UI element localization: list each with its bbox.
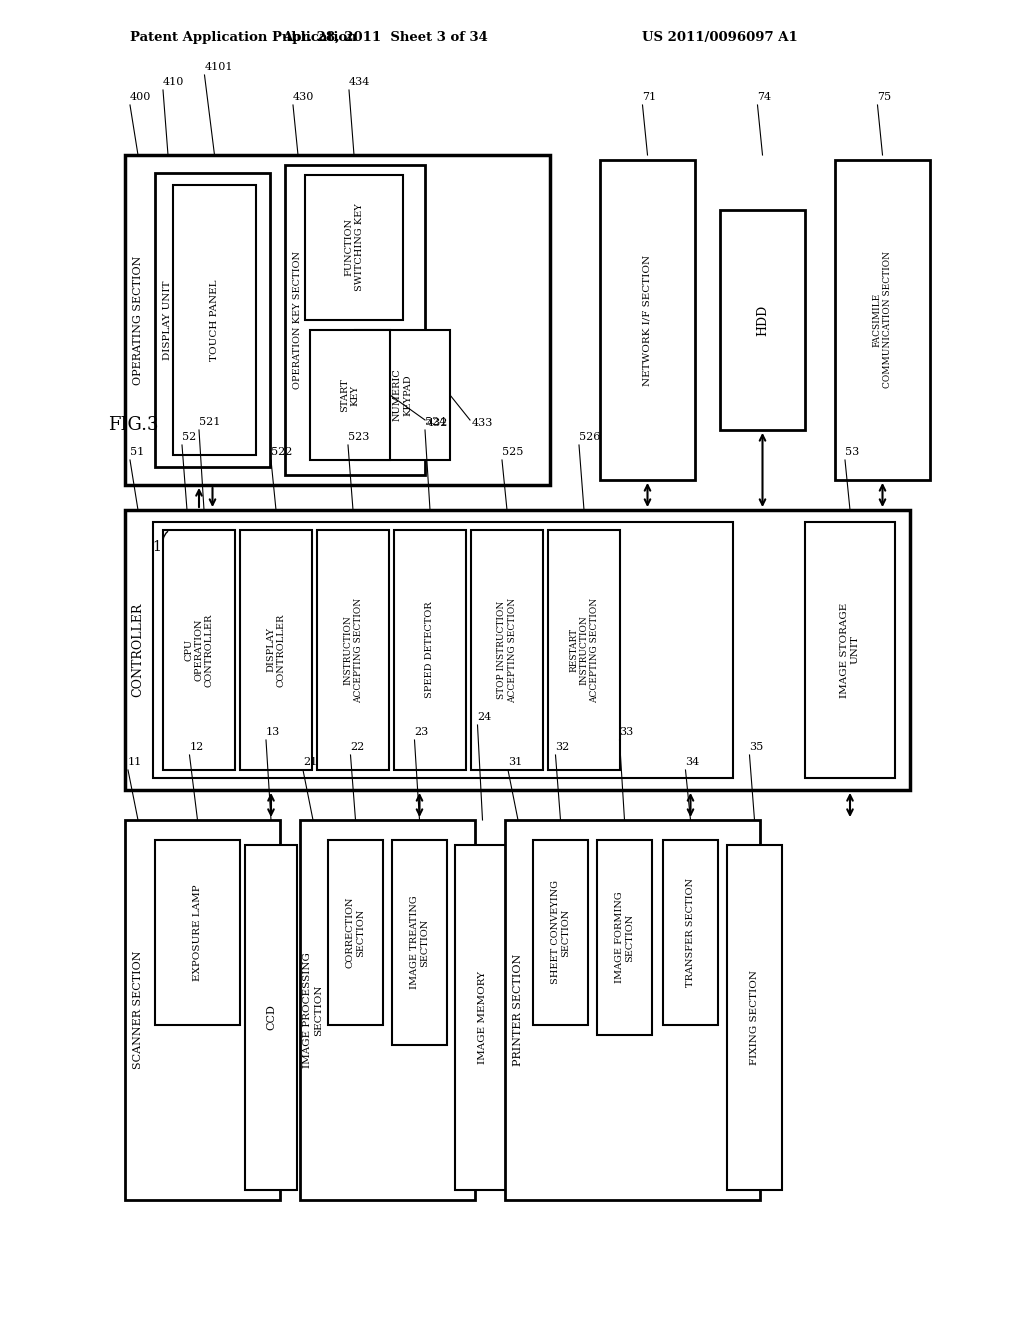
Bar: [305, 176, 403, 319]
Text: 51: 51: [130, 447, 144, 457]
Text: 52: 52: [182, 432, 197, 442]
Text: 75: 75: [878, 92, 892, 102]
Text: Apr. 28, 2011  Sheet 3 of 34: Apr. 28, 2011 Sheet 3 of 34: [282, 30, 488, 44]
Text: IMAGE MEMORY: IMAGE MEMORY: [478, 972, 487, 1064]
Text: 525: 525: [502, 447, 523, 457]
Text: 521: 521: [199, 417, 220, 426]
Text: 433: 433: [472, 418, 494, 428]
Text: 13: 13: [266, 727, 281, 737]
Text: 33: 33: [620, 727, 634, 737]
Bar: [155, 173, 270, 467]
Text: US 2011/0096097 A1: US 2011/0096097 A1: [642, 30, 798, 44]
Bar: [355, 330, 450, 459]
Bar: [285, 165, 425, 475]
Bar: [471, 531, 543, 770]
Text: Patent Application Publication: Patent Application Publication: [130, 30, 356, 44]
Text: 12: 12: [189, 742, 204, 752]
Text: FUNCTION
SWITCHING KEY: FUNCTION SWITCHING KEY: [344, 203, 364, 292]
Text: 24: 24: [477, 711, 492, 722]
Bar: [125, 820, 280, 1200]
Text: 74: 74: [758, 92, 772, 102]
Bar: [597, 840, 652, 1035]
Text: 524: 524: [425, 417, 446, 426]
Bar: [317, 531, 389, 770]
Bar: [600, 160, 695, 480]
Bar: [153, 521, 733, 777]
Bar: [328, 840, 383, 1026]
Bar: [240, 531, 312, 770]
Text: 526: 526: [579, 432, 600, 442]
Text: 34: 34: [685, 756, 699, 767]
Text: CONTROLLER: CONTROLLER: [131, 603, 144, 697]
Text: START
KEY: START KEY: [340, 378, 359, 412]
Text: 410: 410: [163, 77, 184, 87]
Text: 32: 32: [555, 742, 569, 752]
Bar: [392, 840, 447, 1045]
Text: STOP INSTRUCTION
ACCEPTING SECTION: STOP INSTRUCTION ACCEPTING SECTION: [498, 598, 517, 702]
Text: 21: 21: [303, 756, 317, 767]
Text: INSTRUCTION
ACCEPTING SECTION: INSTRUCTION ACCEPTING SECTION: [343, 598, 362, 702]
Bar: [720, 210, 805, 430]
Bar: [394, 531, 466, 770]
Text: NETWORK I/F SECTION: NETWORK I/F SECTION: [643, 255, 652, 385]
Text: IMAGE FORMING
SECTION: IMAGE FORMING SECTION: [614, 892, 634, 983]
Text: OPERATING SECTION: OPERATING SECTION: [133, 255, 143, 384]
Text: RESTART
INSTRUCTION
ACCEPTING SECTION: RESTART INSTRUCTION ACCEPTING SECTION: [569, 598, 599, 702]
Text: 71: 71: [642, 92, 656, 102]
Text: 11: 11: [128, 756, 142, 767]
Text: CORRECTION
SECTION: CORRECTION SECTION: [346, 896, 366, 969]
Text: 53: 53: [845, 447, 859, 457]
Text: CPU
OPERATION
CONTROLLER: CPU OPERATION CONTROLLER: [184, 614, 214, 686]
Text: DISPLAY UNIT: DISPLAY UNIT: [164, 280, 172, 360]
Text: 523: 523: [348, 432, 370, 442]
Bar: [245, 845, 297, 1191]
Bar: [663, 840, 718, 1026]
Text: FIXING SECTION: FIXING SECTION: [750, 970, 759, 1065]
Text: SPEED DETECTOR: SPEED DETECTOR: [426, 602, 434, 698]
Text: IMAGE PROCESSING
SECTION: IMAGE PROCESSING SECTION: [303, 952, 323, 1068]
Text: 522: 522: [271, 447, 293, 457]
Bar: [125, 154, 550, 484]
Bar: [805, 521, 895, 777]
Text: FIG.3: FIG.3: [108, 416, 159, 434]
Text: TRANSFER SECTION: TRANSFER SECTION: [686, 878, 695, 987]
Bar: [548, 531, 620, 770]
Text: 430: 430: [293, 92, 314, 102]
Bar: [155, 840, 240, 1026]
Bar: [455, 845, 510, 1191]
Text: 4101: 4101: [205, 62, 233, 73]
Text: SCANNER SECTION: SCANNER SECTION: [133, 950, 143, 1069]
Text: 31: 31: [508, 756, 522, 767]
Text: 1: 1: [153, 540, 162, 554]
Bar: [125, 510, 910, 789]
Bar: [534, 840, 588, 1026]
Text: 400: 400: [130, 92, 152, 102]
Bar: [163, 531, 234, 770]
Text: 35: 35: [750, 742, 764, 752]
Text: FACSIMILE
COMMUNICATION SECTION: FACSIMILE COMMUNICATION SECTION: [872, 252, 892, 388]
Text: IMAGE TREATING
SECTION: IMAGE TREATING SECTION: [410, 896, 429, 989]
Text: CCD: CCD: [266, 1005, 276, 1031]
Text: OPERATION KEY SECTION: OPERATION KEY SECTION: [294, 251, 302, 389]
Text: 22: 22: [350, 742, 365, 752]
Text: NUMERIC
KEYPAD: NUMERIC KEYPAD: [393, 368, 413, 421]
Bar: [300, 820, 475, 1200]
Text: HDD: HDD: [756, 305, 769, 335]
Text: 23: 23: [415, 727, 429, 737]
Text: PRINTER SECTION: PRINTER SECTION: [513, 954, 523, 1067]
Bar: [835, 160, 930, 480]
Bar: [310, 330, 390, 459]
Bar: [173, 185, 256, 455]
Text: DISPLAY
CONTROLLER: DISPLAY CONTROLLER: [266, 614, 286, 686]
Bar: [505, 820, 760, 1200]
Bar: [727, 845, 782, 1191]
Text: EXPOSURE LAMP: EXPOSURE LAMP: [193, 884, 202, 981]
Text: SHEET CONVEYING
SECTION: SHEET CONVEYING SECTION: [551, 880, 570, 985]
Text: 432: 432: [427, 418, 449, 428]
Text: 434: 434: [349, 77, 371, 87]
Text: IMAGE STORAGE
UNIT: IMAGE STORAGE UNIT: [841, 602, 860, 698]
Text: TOUCH PANEL: TOUCH PANEL: [210, 280, 219, 360]
